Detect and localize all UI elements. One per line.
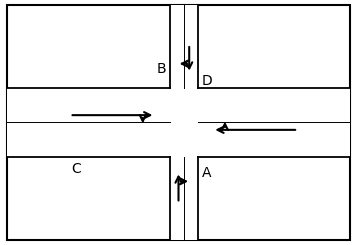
Text: D: D <box>202 74 212 88</box>
Text: A: A <box>202 166 211 180</box>
Text: B: B <box>157 61 167 76</box>
Bar <box>7 88 350 157</box>
Bar <box>170 5 198 240</box>
Text: C: C <box>71 162 81 176</box>
